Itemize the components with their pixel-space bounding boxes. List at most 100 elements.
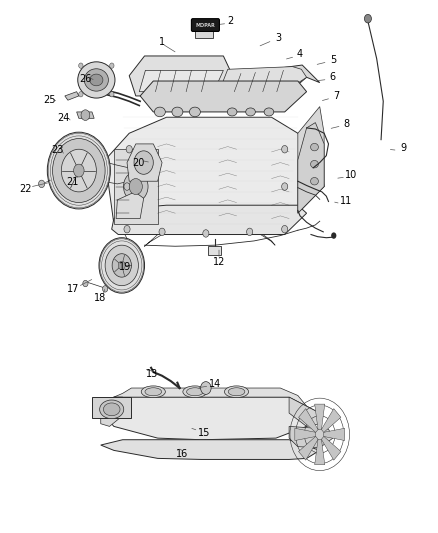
Circle shape	[129, 179, 142, 195]
Circle shape	[126, 146, 132, 153]
Text: 14: 14	[208, 379, 221, 389]
Circle shape	[81, 110, 90, 120]
Polygon shape	[116, 192, 144, 219]
Text: 15: 15	[198, 428, 210, 438]
Circle shape	[47, 132, 110, 209]
Text: 6: 6	[330, 72, 336, 82]
Polygon shape	[140, 81, 307, 112]
Circle shape	[124, 225, 130, 233]
Polygon shape	[101, 440, 320, 459]
Circle shape	[364, 14, 371, 23]
Polygon shape	[314, 439, 325, 465]
Polygon shape	[129, 56, 232, 96]
Circle shape	[331, 232, 336, 239]
Polygon shape	[139, 70, 223, 92]
Circle shape	[201, 382, 211, 394]
Text: 20: 20	[132, 158, 144, 167]
Polygon shape	[289, 397, 320, 426]
Text: 26: 26	[79, 74, 92, 84]
Circle shape	[282, 146, 288, 153]
Circle shape	[134, 151, 153, 174]
Circle shape	[124, 183, 130, 190]
Ellipse shape	[189, 107, 200, 117]
Polygon shape	[321, 409, 341, 432]
Ellipse shape	[141, 386, 166, 398]
Circle shape	[282, 183, 288, 190]
Ellipse shape	[145, 388, 162, 395]
Polygon shape	[112, 205, 307, 235]
Text: 1: 1	[159, 37, 165, 46]
Text: 18: 18	[94, 294, 106, 303]
Polygon shape	[298, 107, 324, 213]
Text: 5: 5	[330, 55, 336, 64]
Ellipse shape	[78, 62, 115, 98]
Circle shape	[79, 63, 83, 68]
Circle shape	[102, 286, 108, 292]
Polygon shape	[299, 437, 318, 460]
Ellipse shape	[154, 107, 166, 117]
Polygon shape	[92, 397, 131, 418]
Ellipse shape	[227, 108, 237, 116]
Polygon shape	[114, 388, 307, 406]
Circle shape	[124, 172, 148, 201]
Polygon shape	[298, 123, 324, 213]
Text: 13: 13	[146, 369, 159, 379]
Polygon shape	[314, 404, 325, 430]
FancyBboxPatch shape	[191, 19, 219, 31]
Circle shape	[159, 228, 165, 236]
Ellipse shape	[84, 69, 109, 91]
Ellipse shape	[103, 403, 120, 416]
Text: 19: 19	[119, 262, 131, 271]
Polygon shape	[118, 155, 298, 227]
Ellipse shape	[246, 108, 255, 116]
Circle shape	[99, 238, 145, 293]
Polygon shape	[101, 397, 320, 440]
Ellipse shape	[311, 177, 318, 185]
Text: 3: 3	[275, 34, 281, 43]
FancyBboxPatch shape	[208, 246, 221, 255]
Polygon shape	[77, 112, 94, 118]
Circle shape	[83, 280, 88, 287]
Polygon shape	[289, 426, 333, 448]
Polygon shape	[127, 144, 162, 181]
Polygon shape	[114, 149, 158, 224]
Circle shape	[39, 180, 45, 188]
Text: 8: 8	[344, 119, 350, 128]
Text: 22: 22	[19, 184, 32, 194]
Text: 24: 24	[57, 114, 70, 123]
Polygon shape	[105, 117, 324, 235]
Text: 16: 16	[176, 449, 188, 459]
Text: 4: 4	[297, 50, 303, 59]
Text: 23: 23	[51, 146, 63, 155]
Polygon shape	[219, 67, 307, 92]
Circle shape	[203, 230, 209, 237]
Ellipse shape	[311, 143, 318, 151]
Ellipse shape	[228, 388, 245, 395]
Polygon shape	[324, 428, 345, 441]
Ellipse shape	[99, 400, 124, 419]
Text: 12: 12	[213, 257, 225, 267]
Circle shape	[79, 92, 83, 97]
FancyBboxPatch shape	[195, 28, 213, 38]
Ellipse shape	[264, 108, 274, 116]
Circle shape	[105, 245, 138, 286]
Text: 9: 9	[400, 143, 406, 153]
Circle shape	[112, 254, 131, 277]
Circle shape	[282, 225, 288, 233]
Circle shape	[61, 149, 96, 192]
Ellipse shape	[225, 386, 249, 398]
Text: 2: 2	[227, 17, 233, 26]
Polygon shape	[65, 92, 79, 100]
Text: 25: 25	[43, 95, 55, 105]
Ellipse shape	[311, 160, 318, 168]
Text: MOPAR: MOPAR	[195, 22, 215, 28]
Text: 11: 11	[340, 197, 352, 206]
Circle shape	[74, 164, 84, 177]
Ellipse shape	[172, 107, 183, 117]
Text: 10: 10	[345, 170, 357, 180]
Polygon shape	[299, 409, 318, 432]
Text: 7: 7	[333, 91, 339, 101]
Text: 17: 17	[67, 284, 80, 294]
Ellipse shape	[183, 386, 207, 398]
Text: 21: 21	[66, 177, 78, 187]
